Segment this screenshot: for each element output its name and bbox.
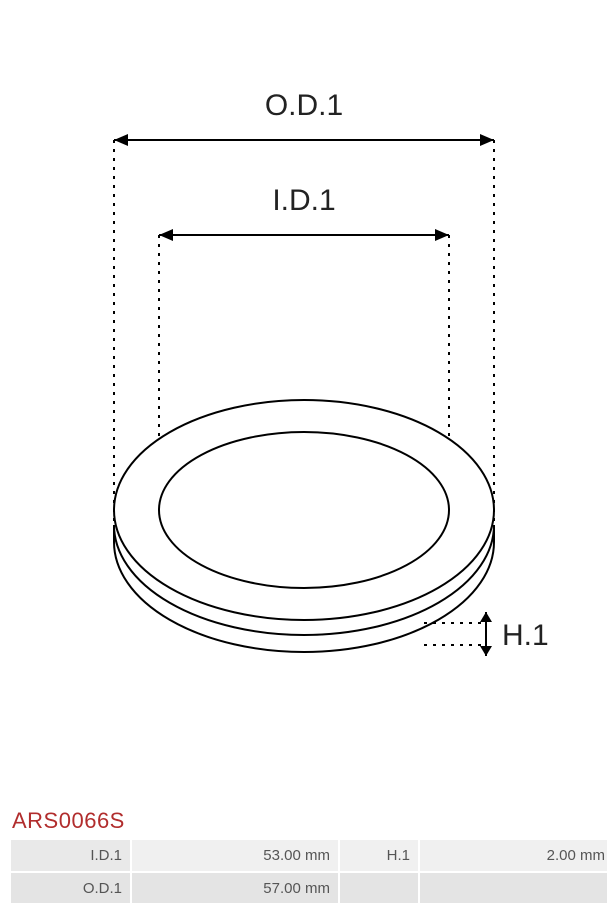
dim-label-h1: H.1 — [339, 840, 419, 872]
part-code-title: ARS0066S — [12, 808, 125, 834]
od1-arrow-left — [114, 134, 128, 146]
id1-label-text: I.D.1 — [272, 184, 335, 217]
dim-value-empty — [419, 872, 608, 904]
dim-value-od1: 57.00 mm — [131, 872, 339, 904]
ring-diagram-svg: O.D.1 I.D.1 — [54, 70, 554, 720]
ring-inner-top — [159, 432, 449, 588]
table-row: I.D.1 53.00 mm H.1 2.00 mm — [11, 840, 608, 872]
table-row: O.D.1 57.00 mm — [11, 872, 608, 904]
dim-value-id1: 53.00 mm — [131, 840, 339, 872]
od1-arrow-right — [480, 134, 494, 146]
dimensions-table: I.D.1 53.00 mm H.1 2.00 mm O.D.1 57.00 m… — [11, 840, 608, 905]
od1-label-text: O.D.1 — [265, 89, 343, 122]
dim-value-h1: 2.00 mm — [419, 840, 608, 872]
id1-arrow-right — [435, 229, 449, 241]
dim-label-empty — [339, 872, 419, 904]
h1-label-text: H.1 — [502, 619, 549, 652]
id1-arrow-left — [159, 229, 173, 241]
dim-label-id1: I.D.1 — [11, 840, 131, 872]
dim-label-od1: O.D.1 — [11, 872, 131, 904]
technical-diagram: O.D.1 I.D.1 — [0, 0, 608, 790]
h1-arrow-down — [480, 646, 492, 656]
h1-arrow-up — [480, 612, 492, 622]
